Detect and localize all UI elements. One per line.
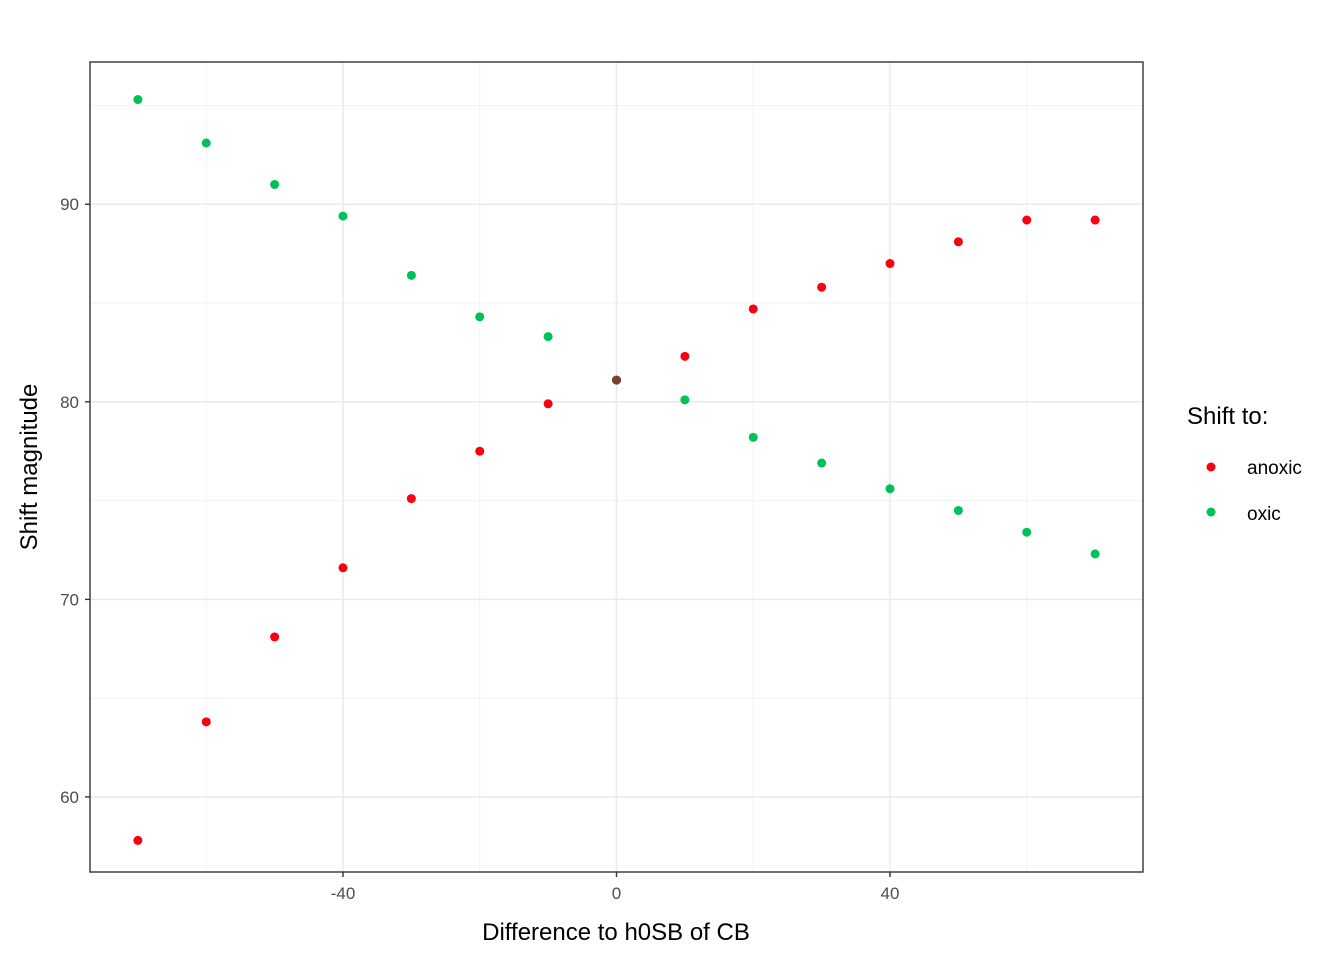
point-oxic <box>406 270 416 280</box>
point-oxic <box>1090 549 1100 559</box>
point-oxic <box>748 432 758 442</box>
legend-key-oxic <box>1206 507 1216 517</box>
point-anoxic <box>1090 215 1100 225</box>
point-anoxic <box>338 563 348 573</box>
point-anoxic <box>817 282 827 292</box>
y-tick-label: 90 <box>60 195 79 214</box>
point-anoxic <box>201 717 211 727</box>
point-oxic <box>475 312 485 322</box>
y-tick-label: 80 <box>60 393 79 412</box>
point-oxic <box>133 95 143 105</box>
legend-key-anoxic <box>1206 462 1216 472</box>
y-axis-title: Shift magnitude <box>16 384 43 551</box>
point-oxic <box>338 211 348 221</box>
legend-label-anoxic: anoxic <box>1247 458 1302 479</box>
point-oxic <box>270 179 280 189</box>
point-oxic <box>885 484 895 494</box>
legend-label-oxic: oxic <box>1247 504 1281 525</box>
point-anoxic <box>475 446 485 456</box>
point-overlap <box>612 375 621 385</box>
legend: Shift to: anoxic oxic <box>1187 403 1302 525</box>
point-anoxic <box>885 259 895 269</box>
x-tick-label: 40 <box>881 884 900 903</box>
x-tick-label: -40 <box>331 884 356 903</box>
point-anoxic <box>543 399 553 409</box>
point-anoxic <box>270 632 280 642</box>
point-oxic <box>817 458 827 468</box>
x-axis-title: Difference to h0SB of CB <box>482 919 750 946</box>
grid-major <box>90 62 1143 872</box>
x-tick-label: 0 <box>612 884 621 903</box>
point-anoxic <box>1022 215 1032 225</box>
point-oxic <box>680 395 690 405</box>
point-oxic <box>1022 527 1032 537</box>
point-anoxic <box>133 835 143 845</box>
point-anoxic <box>680 351 690 361</box>
point-anoxic <box>406 494 416 504</box>
data-points <box>133 95 1100 845</box>
legend-title: Shift to: <box>1187 403 1268 430</box>
x-axis-ticks: -40 0 40 <box>331 872 900 903</box>
y-tick-label: 60 <box>60 788 79 807</box>
point-anoxic <box>953 237 963 247</box>
point-oxic <box>543 332 553 342</box>
y-tick-label: 70 <box>60 590 79 609</box>
point-oxic <box>201 138 211 148</box>
point-oxic <box>953 505 963 515</box>
point-anoxic <box>748 304 758 314</box>
y-axis-ticks: 60 70 80 90 <box>60 195 90 807</box>
